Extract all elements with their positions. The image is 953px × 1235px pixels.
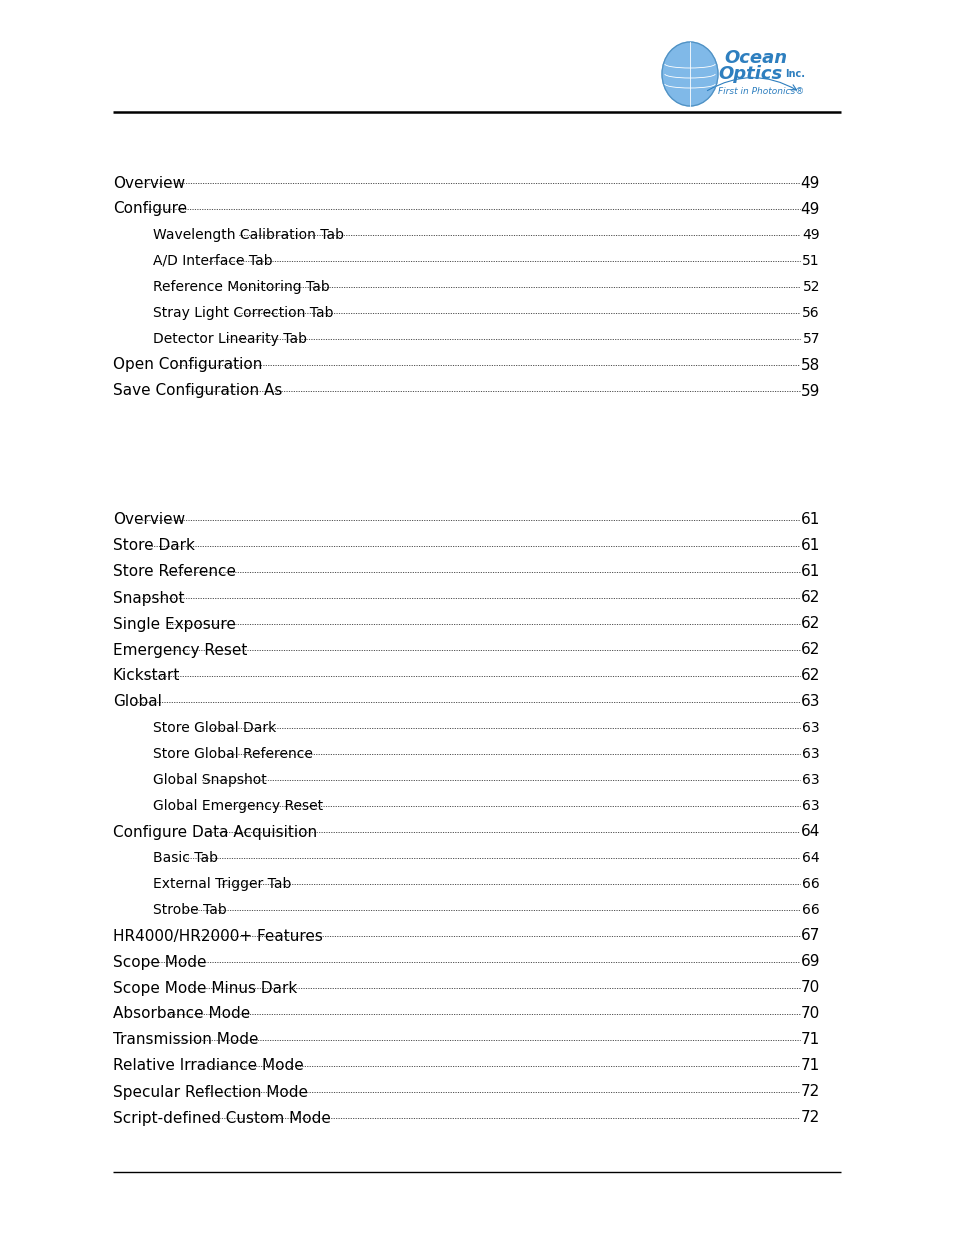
Text: Open Configuration: Open Configuration bbox=[112, 357, 262, 373]
Text: 51: 51 bbox=[801, 254, 820, 268]
Text: 69: 69 bbox=[800, 955, 820, 969]
Text: 52: 52 bbox=[801, 280, 820, 294]
Text: Basic Tab: Basic Tab bbox=[152, 851, 218, 864]
Text: Emergency Reset: Emergency Reset bbox=[112, 642, 247, 657]
Text: Detector Linearity Tab: Detector Linearity Tab bbox=[152, 332, 307, 346]
Text: 49: 49 bbox=[800, 201, 820, 216]
Text: 72: 72 bbox=[800, 1110, 820, 1125]
Text: Overview: Overview bbox=[112, 175, 185, 190]
Text: 64: 64 bbox=[801, 851, 820, 864]
Text: 62: 62 bbox=[800, 642, 820, 657]
Text: Kickstart: Kickstart bbox=[112, 668, 180, 683]
Text: Inc.: Inc. bbox=[784, 69, 804, 79]
Text: External Trigger Tab: External Trigger Tab bbox=[152, 877, 291, 890]
Text: 61: 61 bbox=[800, 564, 820, 579]
Text: Save Configuration As: Save Configuration As bbox=[112, 384, 282, 399]
Text: Global: Global bbox=[112, 694, 162, 709]
Text: Transmission Mode: Transmission Mode bbox=[112, 1032, 258, 1047]
Text: 62: 62 bbox=[800, 616, 820, 631]
Text: Configure Data Acquisition: Configure Data Acquisition bbox=[112, 825, 316, 840]
Text: HR4000/HR2000+ Features: HR4000/HR2000+ Features bbox=[112, 929, 322, 944]
Text: 63: 63 bbox=[801, 721, 820, 735]
Text: 63: 63 bbox=[801, 773, 820, 787]
Text: Wavelength Calibration Tab: Wavelength Calibration Tab bbox=[152, 228, 344, 242]
Text: Stray Light Correction Tab: Stray Light Correction Tab bbox=[152, 306, 334, 320]
Text: 71: 71 bbox=[800, 1058, 820, 1073]
Text: Script-defined Custom Mode: Script-defined Custom Mode bbox=[112, 1110, 331, 1125]
Ellipse shape bbox=[661, 42, 718, 106]
Text: Ocean: Ocean bbox=[723, 49, 786, 67]
Text: 66: 66 bbox=[801, 877, 820, 890]
Text: 63: 63 bbox=[801, 799, 820, 813]
Text: 70: 70 bbox=[800, 1007, 820, 1021]
Text: Store Dark: Store Dark bbox=[112, 538, 194, 553]
Text: First in Photonics®: First in Photonics® bbox=[718, 88, 803, 96]
Text: 56: 56 bbox=[801, 306, 820, 320]
Text: Scope Mode: Scope Mode bbox=[112, 955, 206, 969]
Text: 71: 71 bbox=[800, 1032, 820, 1047]
Text: Overview: Overview bbox=[112, 513, 185, 527]
Text: 67: 67 bbox=[800, 929, 820, 944]
Text: 61: 61 bbox=[800, 513, 820, 527]
Text: Single Exposure: Single Exposure bbox=[112, 616, 235, 631]
Text: A/D Interface Tab: A/D Interface Tab bbox=[152, 254, 273, 268]
Text: Global Emergency Reset: Global Emergency Reset bbox=[152, 799, 323, 813]
Text: Store Global Dark: Store Global Dark bbox=[152, 721, 276, 735]
Text: 57: 57 bbox=[801, 332, 820, 346]
Text: Store Reference: Store Reference bbox=[112, 564, 235, 579]
Text: Strobe Tab: Strobe Tab bbox=[152, 903, 227, 918]
Text: Specular Reflection Mode: Specular Reflection Mode bbox=[112, 1084, 308, 1099]
Text: Snapshot: Snapshot bbox=[112, 590, 184, 605]
Text: Store Global Reference: Store Global Reference bbox=[152, 747, 313, 761]
Text: 63: 63 bbox=[801, 747, 820, 761]
Text: Relative Irradiance Mode: Relative Irradiance Mode bbox=[112, 1058, 303, 1073]
Text: Optics: Optics bbox=[718, 65, 781, 83]
Text: 62: 62 bbox=[800, 590, 820, 605]
Text: 62: 62 bbox=[800, 668, 820, 683]
Text: Reference Monitoring Tab: Reference Monitoring Tab bbox=[152, 280, 330, 294]
Text: Global Snapshot: Global Snapshot bbox=[152, 773, 267, 787]
Text: 49: 49 bbox=[800, 175, 820, 190]
Text: 72: 72 bbox=[800, 1084, 820, 1099]
Text: 58: 58 bbox=[800, 357, 820, 373]
Text: 66: 66 bbox=[801, 903, 820, 918]
Text: 49: 49 bbox=[801, 228, 820, 242]
Text: 64: 64 bbox=[800, 825, 820, 840]
Text: 59: 59 bbox=[800, 384, 820, 399]
Text: 63: 63 bbox=[800, 694, 820, 709]
Text: 70: 70 bbox=[800, 981, 820, 995]
Text: Scope Mode Minus Dark: Scope Mode Minus Dark bbox=[112, 981, 297, 995]
Text: Configure: Configure bbox=[112, 201, 187, 216]
Text: 61: 61 bbox=[800, 538, 820, 553]
Text: Absorbance Mode: Absorbance Mode bbox=[112, 1007, 250, 1021]
